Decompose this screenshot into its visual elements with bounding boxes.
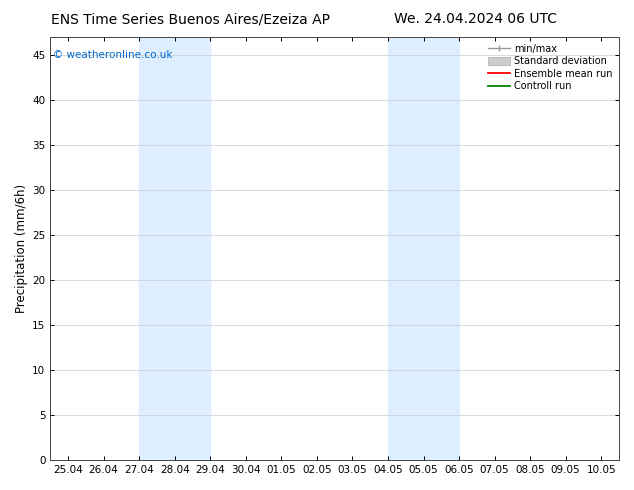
Bar (388, 37, 459, 460)
Legend: min/max, Standard deviation, Ensemble mean run, Controll run: min/max, Standard deviation, Ensemble me… (486, 42, 614, 93)
Text: © weatheronline.co.uk: © weatheronline.co.uk (53, 50, 172, 60)
Text: We. 24.04.2024 06 UTC: We. 24.04.2024 06 UTC (394, 12, 557, 26)
Text: ENS Time Series Buenos Aires/Ezeiza AP: ENS Time Series Buenos Aires/Ezeiza AP (51, 12, 330, 26)
Bar (139, 37, 210, 460)
Y-axis label: Precipitation (mm/6h): Precipitation (mm/6h) (15, 184, 28, 313)
